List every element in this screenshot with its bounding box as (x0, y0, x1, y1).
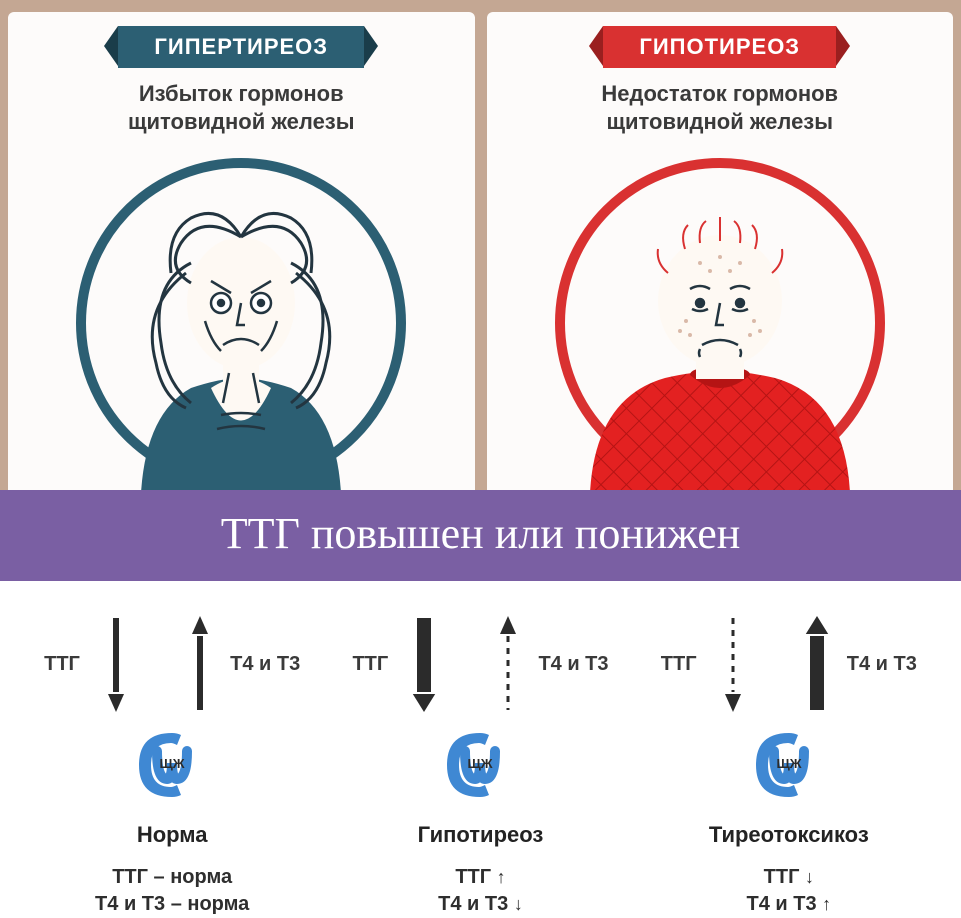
state-lines-1: ТТГ ↑Т4 и Т3 ↓ (438, 864, 523, 918)
state-title-2: Тиреотоксикоз (709, 822, 869, 848)
state-lines-0: ТТГ – нормаТ4 и Т3 – норма (95, 864, 249, 918)
avatar-hyper (71, 153, 411, 490)
svg-text:ЩЖ: ЩЖ (160, 756, 185, 771)
state-lines-2: ТТГ ↓Т4 и Т3 ↑ (746, 864, 831, 918)
t4t3-label-0: Т4 и Т3 (230, 653, 300, 676)
subtitle-hypo-l2: щитовидной железы (606, 109, 833, 134)
bottom-section: ТТГ Т4 и Т3 ЩЖ Норма ТТГ – нормаТ4 и Т3 … (0, 581, 961, 918)
ribbon-hypo: ГИПОТИРЕОЗ (603, 26, 836, 68)
arrow-row-1: ТТГ Т4 и Т3 (352, 609, 608, 719)
state-2: ТТГ Т4 и Т3 ЩЖ Тиреотоксикоз ТТГ ↓Т4 и Т… (645, 609, 933, 918)
avatar-hypo-svg (550, 153, 890, 490)
ttg-label-1: ТТГ (352, 653, 394, 676)
t4t3-label-1: Т4 и Т3 (538, 653, 608, 676)
banner: ТТГ повышен или понижен (0, 490, 961, 581)
state-title-0: Норма (137, 822, 208, 848)
svg-text:ЩЖ: ЩЖ (468, 756, 493, 771)
state-1: ТТГ Т4 и Т3 ЩЖ Гипотиреоз ТТГ ↑Т4 и Т3 ↓ (336, 609, 624, 918)
thyroid-icon-1: ЩЖ (435, 719, 525, 808)
t4t3-label-2: Т4 и Т3 (847, 653, 917, 676)
top-comparison: ГИПЕРТИРЕОЗ Избыток гормонов щитовидной … (0, 0, 961, 490)
subtitle-hypo-l1: Недостаток гормонов (601, 81, 838, 106)
diagram-row: ТТГ Т4 и Т3 ЩЖ Норма ТТГ – нормаТ4 и Т3 … (28, 609, 933, 918)
panel-hypothyroid: ГИПОТИРЕОЗ Недостаток гормонов щитовидно… (487, 12, 954, 490)
panel-hyperthyroid: ГИПЕРТИРЕОЗ Избыток гормонов щитовидной … (8, 12, 475, 490)
svg-text:ЩЖ: ЩЖ (776, 756, 801, 771)
avatar-hypo (550, 153, 890, 490)
ribbon-hyper: ГИПЕРТИРЕОЗ (118, 26, 364, 68)
subtitle-hyper-l2: щитовидной железы (128, 109, 355, 134)
subtitle-hyper: Избыток гормонов щитовидной железы (128, 80, 355, 135)
ttg-label-0: ТТГ (44, 653, 86, 676)
subtitle-hypo: Недостаток гормонов щитовидной железы (601, 80, 838, 135)
thyroid-icon-0: ЩЖ (127, 719, 217, 808)
subtitle-hyper-l1: Избыток гормонов (139, 81, 344, 106)
ttg-label-2: ТТГ (661, 653, 703, 676)
thyroid-icon-2: ЩЖ (744, 719, 834, 808)
arrow-row-2: ТТГ Т4 и Т3 (661, 609, 917, 719)
state-title-1: Гипотиреоз (418, 822, 544, 848)
state-0: ТТГ Т4 и Т3 ЩЖ Норма ТТГ – нормаТ4 и Т3 … (28, 609, 316, 918)
avatar-hyper-svg (71, 153, 411, 490)
arrow-row-0: ТТГ Т4 и Т3 (44, 609, 300, 719)
